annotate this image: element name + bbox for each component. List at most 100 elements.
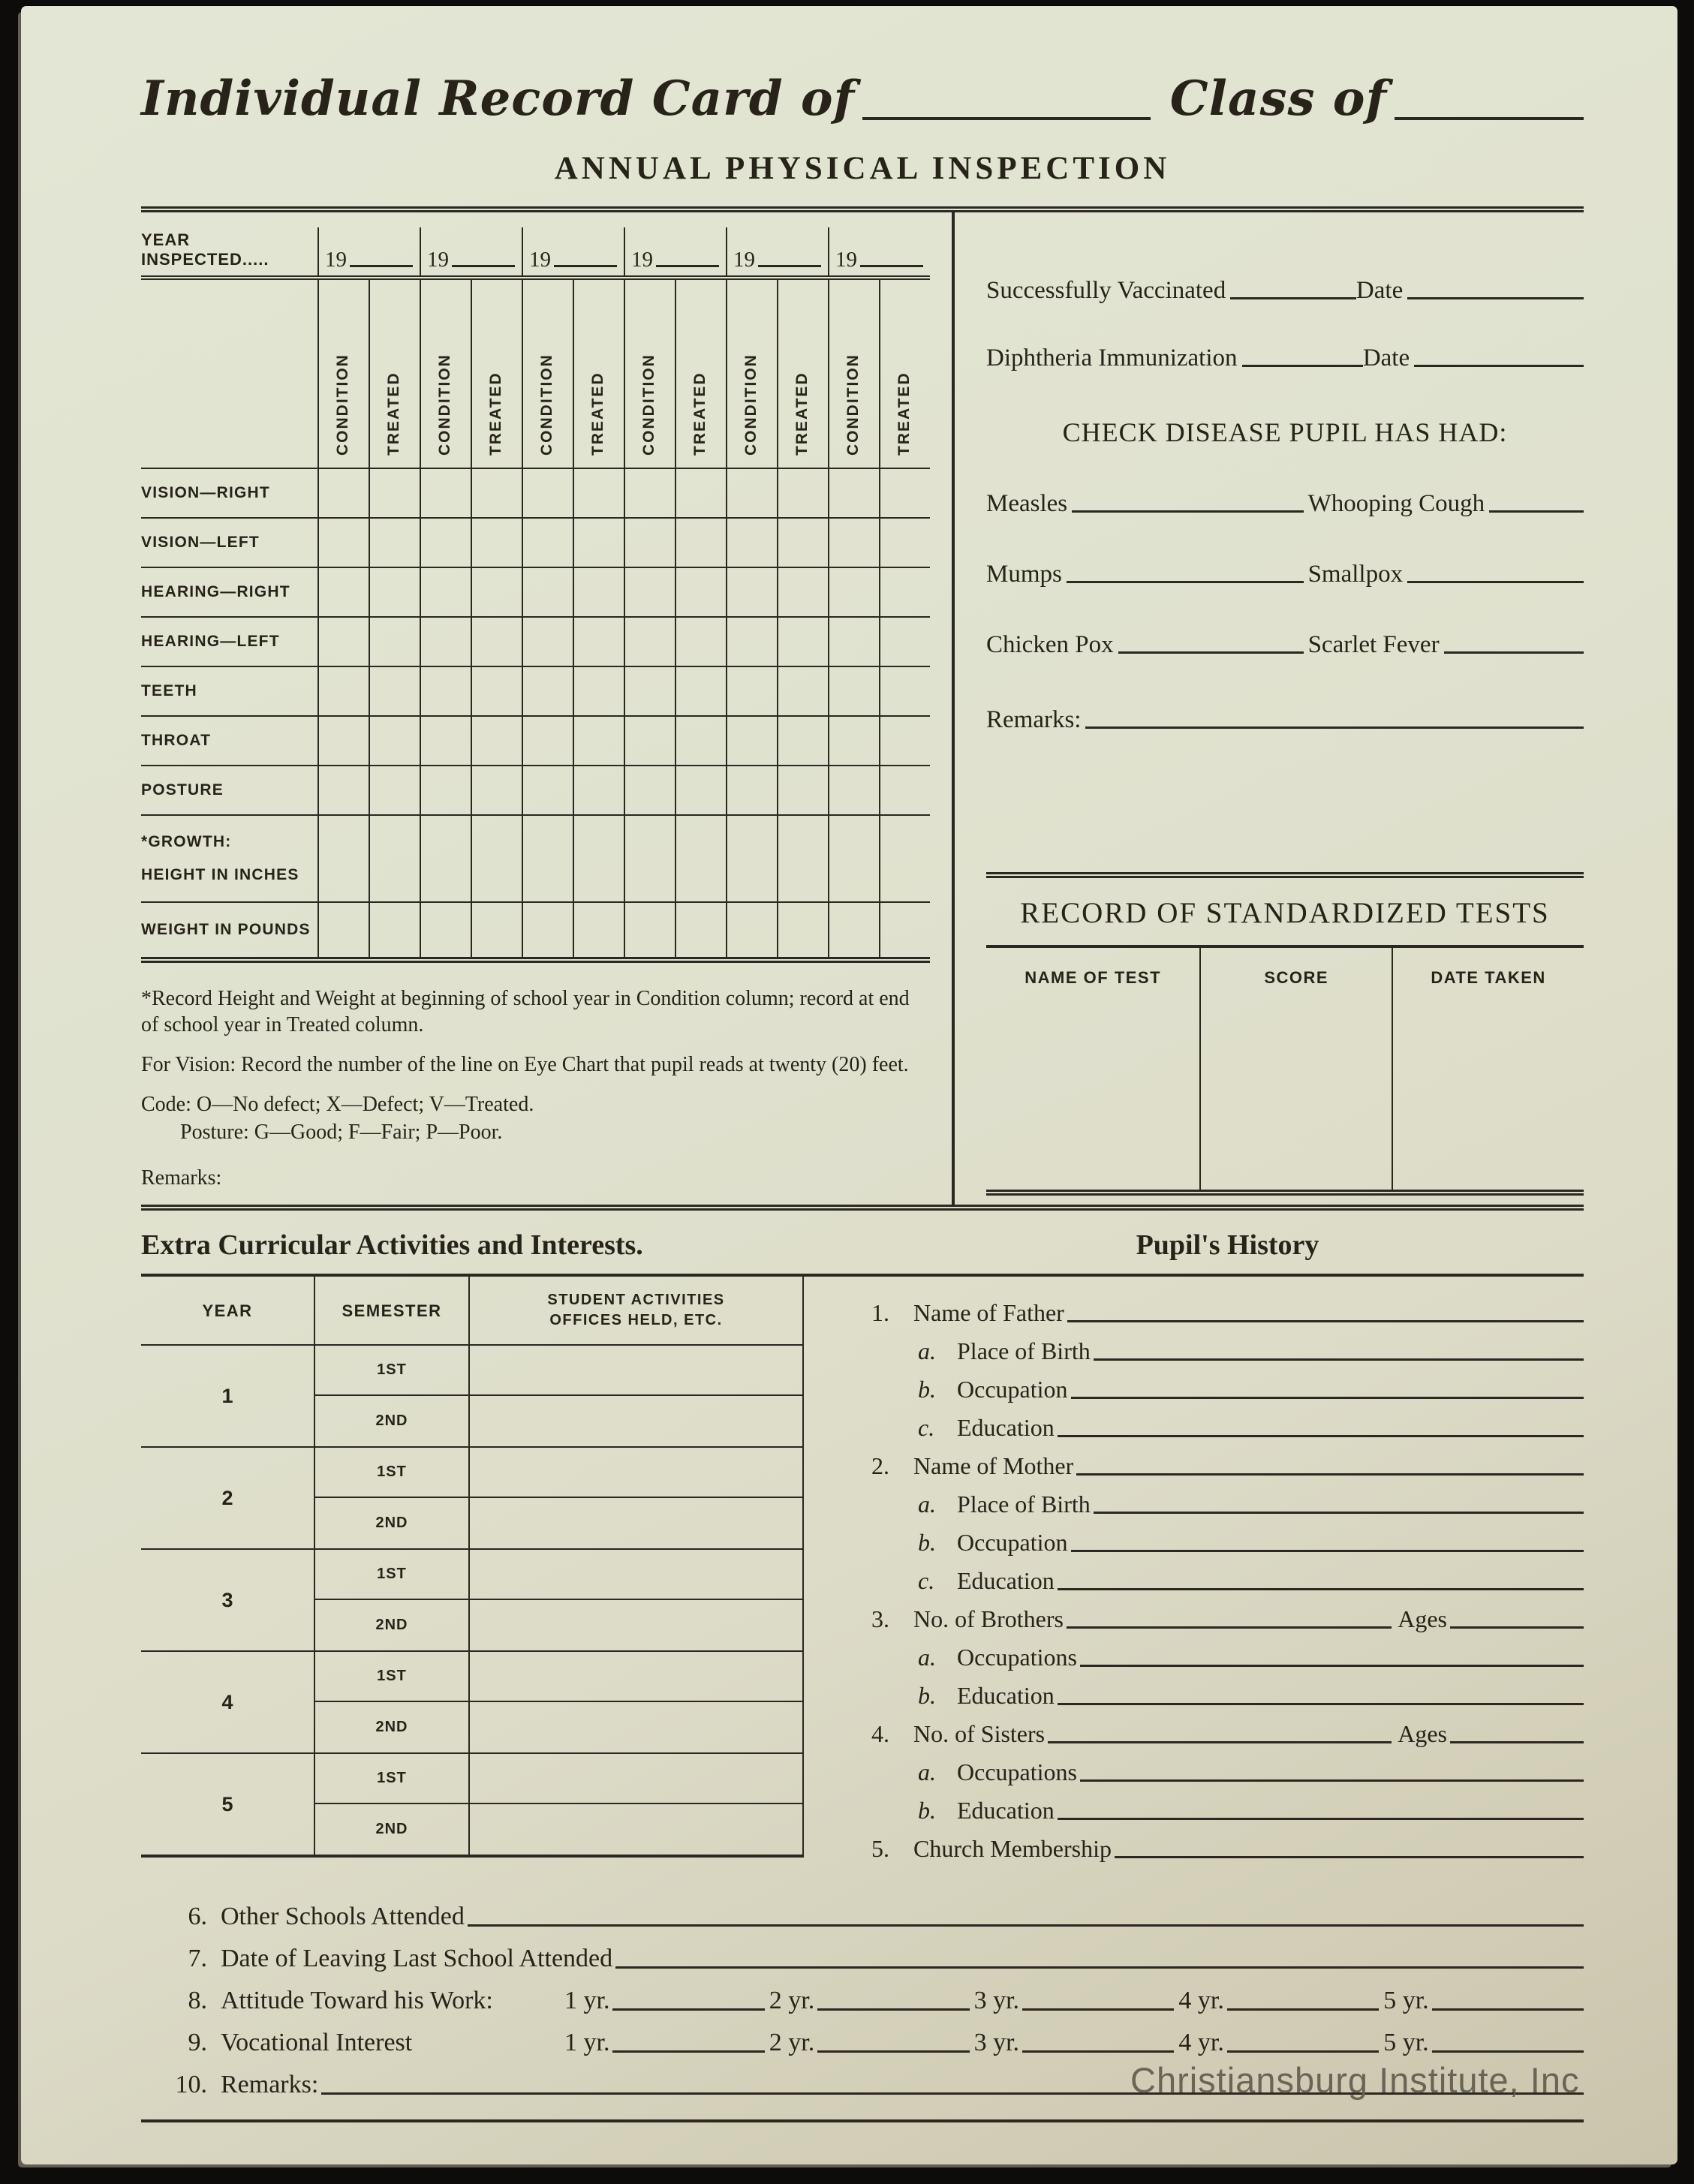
subitem-label: Education <box>957 1567 1055 1594</box>
father-name-blank[interactable] <box>1067 1320 1584 1322</box>
row-fill-cells[interactable] <box>317 717 930 765</box>
mumps-blank[interactable] <box>1066 581 1304 583</box>
year-blank[interactable] <box>452 265 515 267</box>
mother-education-blank[interactable] <box>1057 1588 1584 1590</box>
sisters-education-blank[interactable] <box>1057 1818 1584 1820</box>
sisters-count-blank[interactable] <box>1048 1741 1392 1743</box>
tests-column-score[interactable]: SCORE <box>1199 948 1392 1190</box>
remarks-continuation-line[interactable] <box>141 2119 1584 2122</box>
attitude-yr1-blank[interactable] <box>612 2008 765 2011</box>
brothers-ages-blank[interactable] <box>1450 1626 1584 1629</box>
activities-entry-cell[interactable] <box>468 1498 802 1548</box>
health-remarks-label: Remarks: <box>986 706 1082 733</box>
row-fill-cells[interactable] <box>317 519 930 567</box>
vaccinated-date-blank[interactable] <box>1407 297 1584 299</box>
tests-heading: RECORD OF STANDARDIZED TESTS <box>1020 897 1550 929</box>
history-item-sisters: 4. No. of Sisters Ages <box>871 1710 1584 1748</box>
measles-label: Measles <box>986 490 1068 517</box>
vocational-yr5-blank[interactable] <box>1431 2050 1584 2053</box>
sisters-ages-blank[interactable] <box>1450 1741 1584 1743</box>
history-subitem: a. Occupations <box>871 1748 1584 1786</box>
history-subitem: a. Occupations <box>871 1633 1584 1671</box>
year-blank[interactable] <box>350 265 413 267</box>
activities-entry-cell[interactable] <box>468 1754 802 1803</box>
row-fill-cells[interactable] <box>317 816 930 901</box>
row-fill-cells[interactable] <box>317 903 930 957</box>
vocational-yr4-blank[interactable] <box>1226 2050 1380 2053</box>
item-number: 6. <box>188 1903 208 1930</box>
health-remarks-blank[interactable] <box>1085 726 1584 729</box>
vocational-yr3-blank[interactable] <box>1022 2050 1175 2053</box>
mother-name-blank[interactable] <box>1076 1473 1584 1476</box>
row-fill-cells[interactable] <box>317 667 930 715</box>
brothers-count-blank[interactable] <box>1066 1626 1392 1629</box>
activities-entry-cell[interactable] <box>468 1804 802 1855</box>
diphtheria-blank[interactable] <box>1241 365 1363 367</box>
vocational-yr1-blank[interactable] <box>612 2050 765 2053</box>
class-blank[interactable] <box>1395 117 1584 120</box>
year-blank[interactable] <box>758 265 821 267</box>
row-fill-cells[interactable] <box>317 618 930 666</box>
semester-label: 2ND <box>314 1396 468 1446</box>
mother-occupation-blank[interactable] <box>1070 1550 1584 1552</box>
other-schools-blank[interactable] <box>467 1924 1584 1927</box>
item-vocational: 9. Vocational Interest 1 yr. 2 yr. 3 yr.… <box>141 2016 1584 2058</box>
subitem-letter: a. <box>918 1337 936 1364</box>
brothers-education-blank[interactable] <box>1057 1703 1584 1705</box>
item-number: 5. <box>871 1835 889 1862</box>
chicken-pox-blank[interactable] <box>1118 651 1304 654</box>
activities-entry-cell[interactable] <box>468 1396 802 1446</box>
activities-entry-cell[interactable] <box>468 1600 802 1650</box>
subitem-letter: b. <box>918 1529 936 1556</box>
year-1-label: 1 yr. <box>564 1987 610 2014</box>
footnotes: *Record Height and Weight at beginning o… <box>141 985 925 1191</box>
activities-entry-cell[interactable] <box>468 1550 802 1599</box>
measles-blank[interactable] <box>1072 510 1304 513</box>
activities-entry-cell[interactable] <box>468 1346 802 1394</box>
semester-label: 2ND <box>314 1702 468 1752</box>
tests-column-name[interactable]: NAME OF TEST <box>1025 968 1162 987</box>
year-blank[interactable] <box>656 265 719 267</box>
row-fill-cells[interactable] <box>317 469 930 517</box>
church-membership-blank[interactable] <box>1114 1856 1584 1858</box>
vocational-yr2-blank[interactable] <box>817 2050 970 2053</box>
whooping-cough-blank[interactable] <box>1489 510 1584 513</box>
father-occupation-blank[interactable] <box>1070 1397 1584 1399</box>
sisters-occupations-blank[interactable] <box>1079 1779 1584 1782</box>
tests-column-date[interactable]: DATE TAKEN <box>1392 948 1584 1190</box>
item-label: No. of Brothers <box>913 1605 1064 1632</box>
date-leaving-blank[interactable] <box>615 1966 1584 1969</box>
activities-entry-cell[interactable] <box>468 1702 802 1752</box>
attitude-yr3-blank[interactable] <box>1022 2008 1175 2011</box>
final-remarks-blank[interactable] <box>321 2092 1584 2095</box>
semester-label: 1ST <box>314 1448 468 1497</box>
diphtheria-date-blank[interactable] <box>1414 365 1584 367</box>
health-right-column: Successfully Vaccinated Date Diphtheria … <box>952 212 1584 1205</box>
row-fill-cells[interactable] <box>317 766 930 814</box>
disease-line-3: Chicken Pox Scarlet Fever <box>986 630 1584 660</box>
activities-entry-cell[interactable] <box>468 1448 802 1497</box>
table-row-growth-height: *GROWTH: HEIGHT IN INCHES <box>141 816 930 903</box>
measles-field: Measles <box>986 489 1304 519</box>
attitude-yr2-blank[interactable] <box>817 2008 970 2011</box>
attitude-yr4-blank[interactable] <box>1226 2008 1380 2011</box>
semester-rows: 1ST 2ND <box>314 1550 802 1650</box>
mother-birthplace-blank[interactable] <box>1093 1512 1584 1514</box>
year-5-block: 5 1ST 2ND <box>141 1754 802 1858</box>
semester-rows: 1ST 2ND <box>314 1754 802 1855</box>
smallpox-blank[interactable] <box>1407 581 1584 583</box>
year-blank[interactable] <box>554 265 617 267</box>
student-name-blank[interactable] <box>862 117 1151 120</box>
attitude-yr5-blank[interactable] <box>1431 2008 1584 2011</box>
table-row-teeth: TEETH <box>141 667 930 717</box>
scarlet-fever-blank[interactable] <box>1443 651 1584 654</box>
vaccinated-blank[interactable] <box>1230 297 1356 299</box>
row-fill-cells[interactable] <box>317 568 930 616</box>
semester-label: 2ND <box>314 1600 468 1650</box>
item-number: 9. <box>188 2029 208 2056</box>
activities-entry-cell[interactable] <box>468 1652 802 1701</box>
father-birthplace-blank[interactable] <box>1093 1358 1584 1361</box>
father-education-blank[interactable] <box>1057 1435 1584 1437</box>
year-blank[interactable] <box>860 265 923 267</box>
brothers-occupations-blank[interactable] <box>1079 1665 1584 1667</box>
